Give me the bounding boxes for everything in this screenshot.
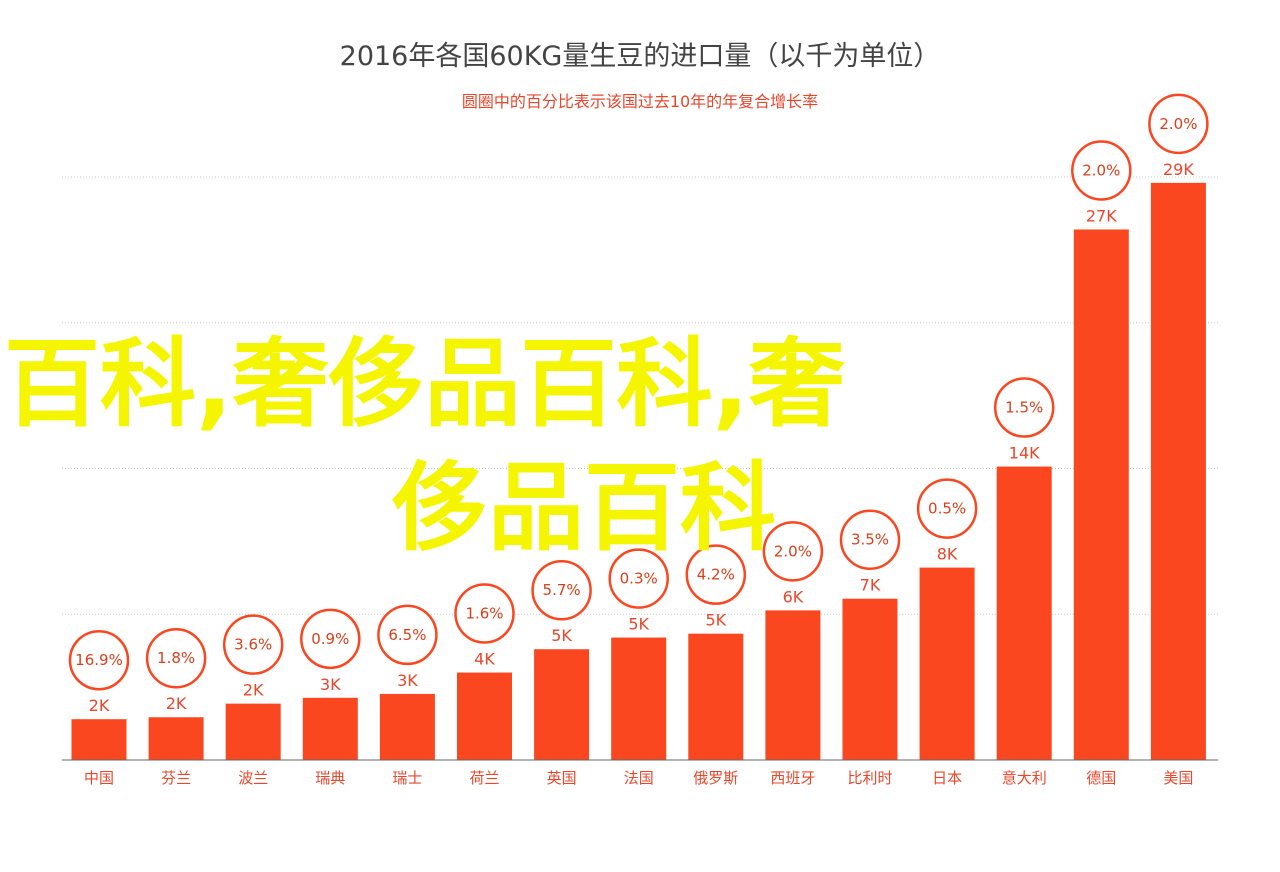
growth-circle <box>685 544 747 605</box>
growth-label: 2.0% <box>774 542 812 560</box>
chart-title: 2016年各国60KG量生豆的进口量（以千为单位） <box>339 41 941 72</box>
bar <box>688 633 744 760</box>
bar <box>842 598 898 760</box>
growth-circle <box>531 559 592 621</box>
data-label: 14K <box>1009 444 1040 463</box>
bar <box>1150 182 1206 760</box>
x-tick-label: 中国 <box>84 769 114 787</box>
bar <box>71 719 127 760</box>
growth-label: 16.9% <box>75 651 123 669</box>
growth-circle <box>454 583 515 644</box>
x-tick-label: 芬兰 <box>161 769 191 787</box>
data-label: 3K <box>397 671 418 690</box>
x-tick-label: 西班牙 <box>770 769 815 787</box>
growth-label: 1.5% <box>1005 399 1043 417</box>
data-label: 2K <box>166 694 187 713</box>
chart-subtitle: 圆圈中的百分比表示该国过去10年的年复合增长率 <box>461 92 819 111</box>
data-label: 3K <box>320 675 341 694</box>
data-label: 2K <box>89 696 110 715</box>
x-tick-label: 法国 <box>624 769 654 787</box>
growth-label: 3.5% <box>851 531 889 549</box>
growth-circle <box>1148 93 1209 155</box>
x-tick-label: 比利时 <box>847 769 892 787</box>
growth-label: 0.5% <box>928 500 966 518</box>
bar <box>302 697 358 760</box>
growth-label: 5.7% <box>543 581 581 599</box>
bar <box>225 703 281 760</box>
x-tick-label: 德国 <box>1086 769 1116 787</box>
data-label: 5K <box>551 626 572 645</box>
x-tick-label: 俄罗斯 <box>693 769 738 787</box>
x-tick-label: 日本 <box>932 769 962 787</box>
bar <box>611 637 667 760</box>
data-label: 2K <box>243 681 264 700</box>
growth-circle <box>300 608 361 670</box>
growth-label: 1.8% <box>157 649 195 667</box>
growth-circle <box>839 509 901 570</box>
growth-circle <box>377 604 438 666</box>
growth-label: 0.9% <box>311 630 349 648</box>
bar <box>457 672 512 760</box>
bar <box>1073 229 1129 761</box>
data-label: 6K <box>783 587 804 606</box>
growth-label: 2.0% <box>1082 161 1120 179</box>
x-tick-label: 英国 <box>547 769 577 787</box>
growth-label: 2.0% <box>1159 115 1197 133</box>
x-axis: 中国 芬兰 波兰 瑞典 瑞士 荷兰 英国 法国 俄罗斯 西班牙 比利时 日本 意大利 德国 美国 <box>62 759 1218 787</box>
x-tick-label: 瑞士 <box>392 769 422 787</box>
bar <box>379 693 435 760</box>
x-tick-label: 瑞典 <box>315 769 345 787</box>
growth-circle <box>145 627 207 689</box>
x-tick-label: 美国 <box>1163 769 1193 787</box>
data-label: 5K <box>705 611 726 630</box>
growth-label: 4.2% <box>697 566 735 584</box>
x-tick-label: 荷兰 <box>469 769 499 787</box>
bar <box>534 649 590 760</box>
bar <box>919 567 975 760</box>
data-label: 7K <box>860 576 881 595</box>
growth-circle <box>1071 140 1132 201</box>
data-label: 8K <box>937 545 958 564</box>
data-label: 4K <box>474 650 495 669</box>
bars: 2K 16.9% 2K 1.8% 2K 3.6% 3K 0.9% 3K 6.5% 4K 1.6% 5K 5… <box>68 93 1209 761</box>
growth-circle <box>916 478 978 539</box>
growth-circle <box>608 548 669 609</box>
bar <box>765 610 821 760</box>
bar <box>996 466 1052 760</box>
data-label: 27K <box>1086 206 1117 225</box>
growth-label: 1.6% <box>465 605 503 623</box>
growth-circle <box>222 614 284 675</box>
growth-circle <box>993 377 1055 438</box>
x-tick-label: 意大利 <box>1002 769 1047 787</box>
x-tick-label: 波兰 <box>238 769 268 787</box>
growth-label: 3.6% <box>234 636 272 654</box>
data-label: 5K <box>628 615 649 634</box>
growth-label: 6.5% <box>388 626 426 644</box>
growth-circle <box>68 629 130 691</box>
data-label: 29K <box>1163 160 1194 179</box>
bar <box>148 717 204 760</box>
growth-circle <box>762 521 824 582</box>
growth-label: 0.3% <box>620 570 658 588</box>
